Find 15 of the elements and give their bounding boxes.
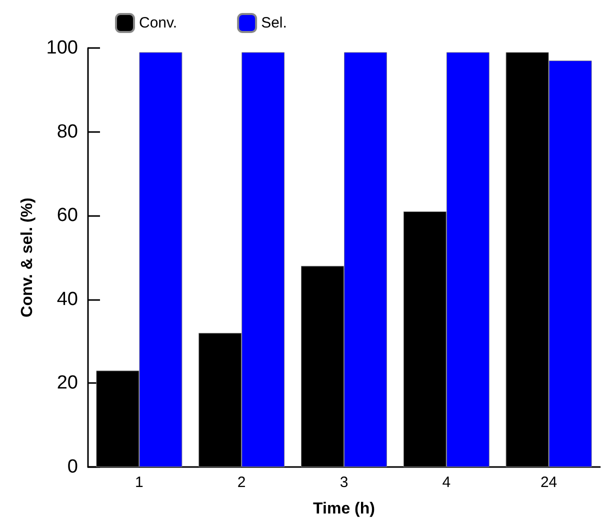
x-tick-label: 24 bbox=[540, 474, 558, 491]
legend-label: Conv. bbox=[139, 14, 178, 32]
y-tick-label: 100 bbox=[46, 38, 78, 58]
y-tick-label: 0 bbox=[67, 456, 78, 478]
y-axis-title: Conv. & sel. (%) bbox=[18, 198, 36, 318]
y-tick-label: 40 bbox=[56, 288, 78, 310]
y-tick-label: 80 bbox=[56, 121, 78, 142]
y-tick-label: 20 bbox=[56, 372, 78, 394]
legend-label: Sel. bbox=[261, 14, 287, 32]
x-tick-label: 3 bbox=[340, 474, 348, 491]
x-tick-label: 1 bbox=[135, 474, 144, 491]
x-tick-label: 4 bbox=[442, 474, 451, 491]
x-axis-title: Time (h) bbox=[313, 500, 375, 518]
x-tick-label: 2 bbox=[237, 474, 246, 491]
y-tick-label: 60 bbox=[56, 205, 78, 226]
